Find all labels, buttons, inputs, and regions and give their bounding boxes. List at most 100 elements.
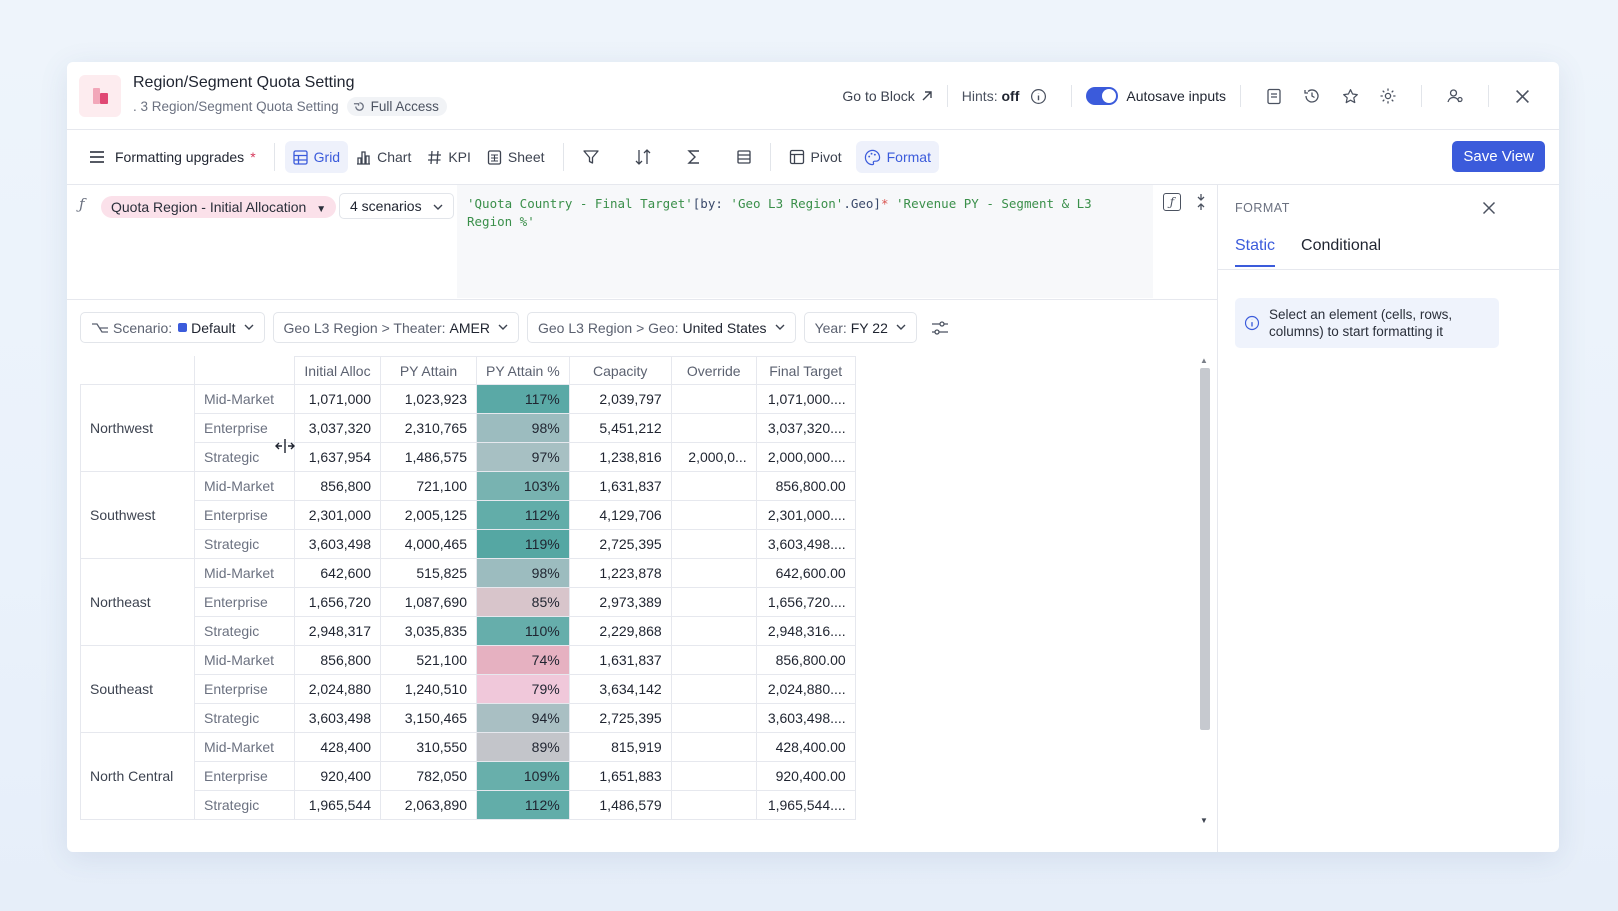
tab-kpi[interactable]: KPI <box>419 141 479 173</box>
table-cell[interactable]: 3,634,142 <box>568 674 672 704</box>
autosave-toggle[interactable] <box>1086 87 1119 105</box>
table-cell[interactable] <box>670 616 757 646</box>
row-header-segment[interactable]: Enterprise <box>194 500 295 530</box>
table-cell[interactable]: 1,486,575 <box>380 442 477 472</box>
close-icon[interactable] <box>1482 201 1496 215</box>
row-header-segment[interactable]: Mid-Market <box>194 471 295 501</box>
table-cell[interactable]: 2,301,000.... <box>755 500 856 530</box>
attain-pct-cell[interactable]: 97% <box>476 442 570 472</box>
table-cell[interactable]: 2,229,868 <box>568 616 672 646</box>
table-cell[interactable]: 3,035,835 <box>380 616 477 646</box>
table-cell[interactable] <box>670 761 757 791</box>
row-header-region[interactable]: Northeast <box>80 558 195 646</box>
table-cell[interactable]: 2,301,000 <box>294 500 381 530</box>
attain-pct-cell[interactable]: 112% <box>476 790 570 820</box>
tab-static[interactable]: Static <box>1235 237 1276 267</box>
table-cell[interactable] <box>670 790 757 820</box>
row-header-segment[interactable]: Enterprise <box>194 413 295 443</box>
attain-pct-cell[interactable]: 79% <box>476 674 570 704</box>
table-cell[interactable]: 1,656,720 <box>294 587 381 617</box>
history-icon[interactable] <box>1301 85 1323 107</box>
table-cell[interactable]: 3,603,498 <box>294 703 381 733</box>
table-cell[interactable]: 2,024,880 <box>294 674 381 704</box>
table-cell[interactable]: 1,223,878 <box>568 558 672 588</box>
table-cell[interactable]: 3,150,465 <box>380 703 477 733</box>
filter-button[interactable] <box>574 141 608 173</box>
table-cell[interactable]: 515,825 <box>380 558 477 588</box>
close-icon[interactable] <box>1511 85 1533 107</box>
gear-icon[interactable] <box>1377 85 1399 107</box>
row-header-segment[interactable]: Mid-Market <box>194 384 295 414</box>
info-icon[interactable] <box>1027 85 1049 107</box>
table-cell[interactable]: 2,000,000.... <box>755 442 856 472</box>
row-header-segment[interactable]: Strategic <box>194 529 295 559</box>
table-cell[interactable]: 2,000,0... <box>670 442 757 472</box>
scenarios-dropdown[interactable]: 4 scenarios <box>339 193 455 219</box>
table-cell[interactable]: 428,400.00 <box>755 732 856 762</box>
scroll-up-icon[interactable]: ▲ <box>1200 356 1208 365</box>
row-header-segment[interactable]: Mid-Market <box>194 732 295 762</box>
attain-pct-cell[interactable]: 110% <box>476 616 570 646</box>
table-cell[interactable]: 4,129,706 <box>568 500 672 530</box>
table-cell[interactable]: 2,039,797 <box>568 384 672 414</box>
table-cell[interactable]: 5,451,212 <box>568 413 672 443</box>
table-cell[interactable]: 3,603,498.... <box>755 529 856 559</box>
table-cell[interactable]: 428,400 <box>294 732 381 762</box>
rows-button[interactable] <box>728 141 760 173</box>
formula-editor[interactable]: 'Quota Country - Final Target'[by: 'Geo … <box>457 185 1153 298</box>
column-header[interactable]: PY Attain % <box>476 356 570 385</box>
table-cell[interactable]: 856,800.00 <box>755 471 856 501</box>
table-cell[interactable]: 1,023,923 <box>380 384 477 414</box>
attain-pct-cell[interactable]: 103% <box>476 471 570 501</box>
attain-pct-cell[interactable]: 94% <box>476 703 570 733</box>
row-header-segment[interactable]: Enterprise <box>194 587 295 617</box>
table-cell[interactable]: 2,725,395 <box>568 529 672 559</box>
save-view-button[interactable]: Save View <box>1452 141 1545 172</box>
attain-pct-cell[interactable]: 85% <box>476 587 570 617</box>
table-cell[interactable]: 3,037,320 <box>294 413 381 443</box>
row-header-region[interactable]: North Central <box>80 732 195 820</box>
table-cell[interactable]: 4,000,465 <box>380 529 477 559</box>
totals-button[interactable] <box>678 141 710 173</box>
table-cell[interactable] <box>670 645 757 675</box>
metric-selector[interactable]: Quota Region - Initial Allocation ▼ <box>101 196 337 218</box>
view-menu[interactable]: Formatting upgrades * <box>81 141 264 173</box>
table-cell[interactable]: 1,965,544.... <box>755 790 856 820</box>
row-header-region[interactable]: Southwest <box>80 471 195 559</box>
formula-function-icon[interactable]: ƒ <box>1163 193 1181 211</box>
row-header-segment[interactable]: Mid-Market <box>194 645 295 675</box>
table-cell[interactable]: 1,238,816 <box>568 442 672 472</box>
table-cell[interactable]: 2,973,389 <box>568 587 672 617</box>
table-cell[interactable]: 920,400.00 <box>755 761 856 791</box>
table-cell[interactable]: 1,071,000.... <box>755 384 856 414</box>
collapse-icon[interactable] <box>1195 193 1207 211</box>
scrollbar-thumb[interactable] <box>1200 368 1210 730</box>
pivot-button[interactable]: Pivot <box>781 141 850 173</box>
tab-chart[interactable]: Chart <box>348 141 419 173</box>
table-cell[interactable]: 2,948,317 <box>294 616 381 646</box>
tab-grid[interactable]: Grid <box>284 141 349 173</box>
table-cell[interactable] <box>670 500 757 530</box>
row-header-segment[interactable]: Mid-Market <box>194 558 295 588</box>
table-cell[interactable]: 1,965,544 <box>294 790 381 820</box>
table-cell[interactable]: 1,087,690 <box>380 587 477 617</box>
table-cell[interactable]: 2,005,125 <box>380 500 477 530</box>
table-cell[interactable]: 2,310,765 <box>380 413 477 443</box>
table-cell[interactable]: 782,050 <box>380 761 477 791</box>
scroll-down-icon[interactable]: ▼ <box>1200 816 1208 825</box>
table-cell[interactable] <box>670 732 757 762</box>
tab-conditional[interactable]: Conditional <box>1301 237 1382 254</box>
table-cell[interactable]: 2,063,890 <box>380 790 477 820</box>
column-header[interactable]: Capacity <box>568 356 672 385</box>
go-to-block-link[interactable]: Go to Block <box>842 88 932 104</box>
table-cell[interactable]: 642,600 <box>294 558 381 588</box>
column-header[interactable]: Final Target <box>755 356 856 385</box>
table-cell[interactable] <box>670 558 757 588</box>
table-cell[interactable] <box>670 384 757 414</box>
attain-pct-cell[interactable]: 98% <box>476 413 570 443</box>
table-cell[interactable]: 1,486,579 <box>568 790 672 820</box>
table-cell[interactable]: 1,637,954 <box>294 442 381 472</box>
attain-pct-cell[interactable]: 74% <box>476 645 570 675</box>
attain-pct-cell[interactable]: 98% <box>476 558 570 588</box>
table-cell[interactable]: 1,656,720.... <box>755 587 856 617</box>
